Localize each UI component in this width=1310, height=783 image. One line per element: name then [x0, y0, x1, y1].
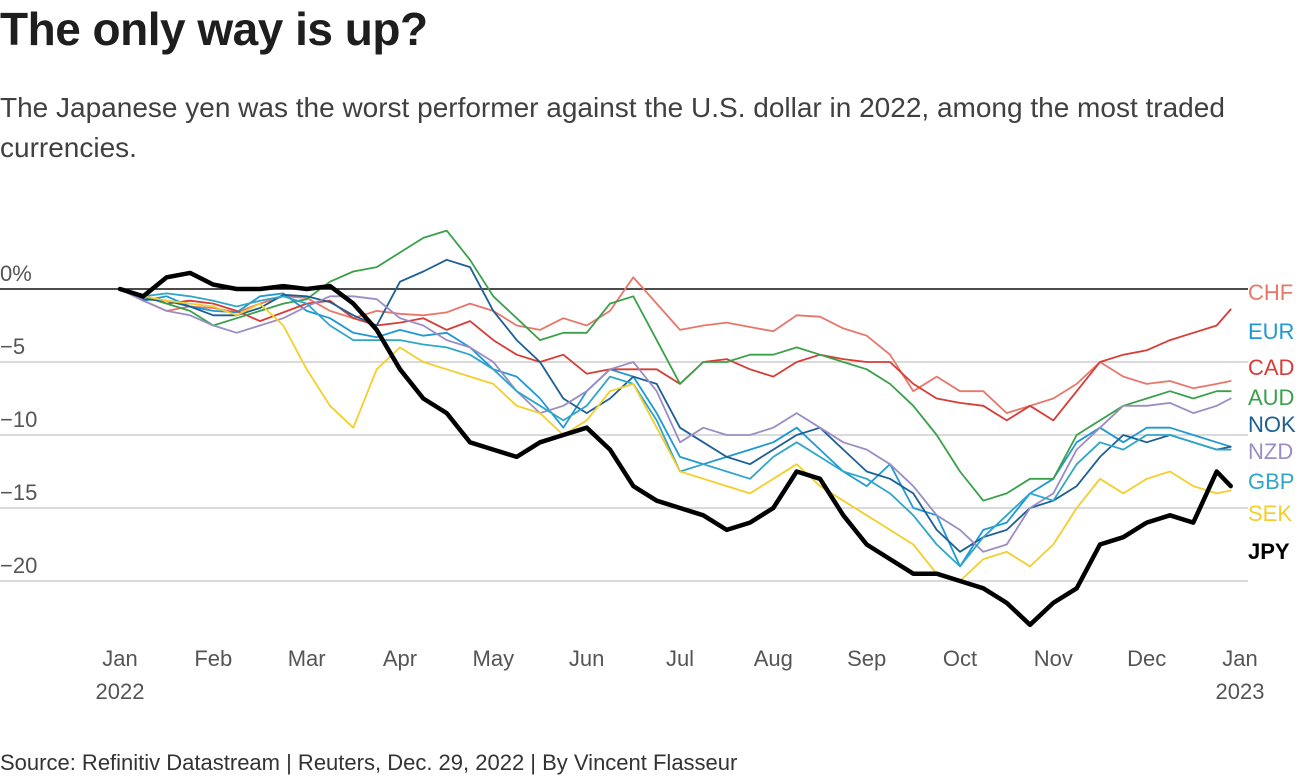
- y-tick-label: −15: [0, 480, 37, 505]
- series-label-jpy: JPY: [1248, 539, 1290, 564]
- x-tick-label: Jun: [569, 646, 604, 671]
- x-tick-label: Jul: [666, 646, 694, 671]
- x-tick-sublabel: 2022: [96, 679, 145, 704]
- x-tick-sublabel: 2023: [1216, 679, 1265, 704]
- x-tick-label: Sep: [847, 646, 886, 671]
- series-label-gbp: GBP: [1248, 469, 1294, 494]
- series-label-nzd: NZD: [1248, 439, 1293, 464]
- series-label-chf: CHF: [1248, 280, 1293, 305]
- chart-subtitle: The Japanese yen was the worst performer…: [0, 92, 1225, 163]
- x-tick-label: Jan: [1222, 646, 1257, 671]
- series-line-cad: [119, 288, 1232, 422]
- series-label-cad: CAD: [1248, 355, 1294, 380]
- y-tick-label: −10: [0, 407, 37, 432]
- x-tick-label: Aug: [754, 646, 793, 671]
- x-axis: Jan 2022 Feb Mar Apr May Jun Jul Aug Sep Oct Nov Dec…: [96, 646, 1265, 704]
- series-label-nok: NOK: [1248, 412, 1296, 437]
- gridlines: 0% −5 −10 −15 −20: [0, 261, 1248, 582]
- y-tick-label: −5: [0, 334, 25, 359]
- x-tick-label: Dec: [1127, 646, 1166, 671]
- series-line-sek: [119, 288, 1232, 582]
- series-line-aud: [119, 229, 1232, 502]
- series-line-chf: [119, 276, 1232, 415]
- series-line-nzd: [119, 288, 1232, 553]
- x-tick-label: Nov: [1034, 646, 1073, 671]
- x-tick-label: Mar: [288, 646, 326, 671]
- y-tick-label: −20: [0, 553, 37, 578]
- x-tick-label: Apr: [383, 646, 417, 671]
- series-label-sek: SEK: [1248, 501, 1292, 526]
- x-tick-label: May: [473, 646, 515, 671]
- series-line-jpy: [117, 270, 1233, 628]
- x-tick-label: Jan: [102, 646, 137, 671]
- x-tick-label: Oct: [943, 646, 977, 671]
- y-tick-label: 0%: [0, 261, 32, 286]
- source-note: Source: Refinitiv Datastream | Reuters, …: [0, 750, 738, 775]
- series-label-eur: EUR: [1248, 319, 1294, 344]
- series-label-aud: AUD: [1248, 385, 1294, 410]
- chart-title: The only way is up?: [0, 3, 428, 55]
- series-lines: [117, 229, 1233, 628]
- x-tick-label: Feb: [194, 646, 232, 671]
